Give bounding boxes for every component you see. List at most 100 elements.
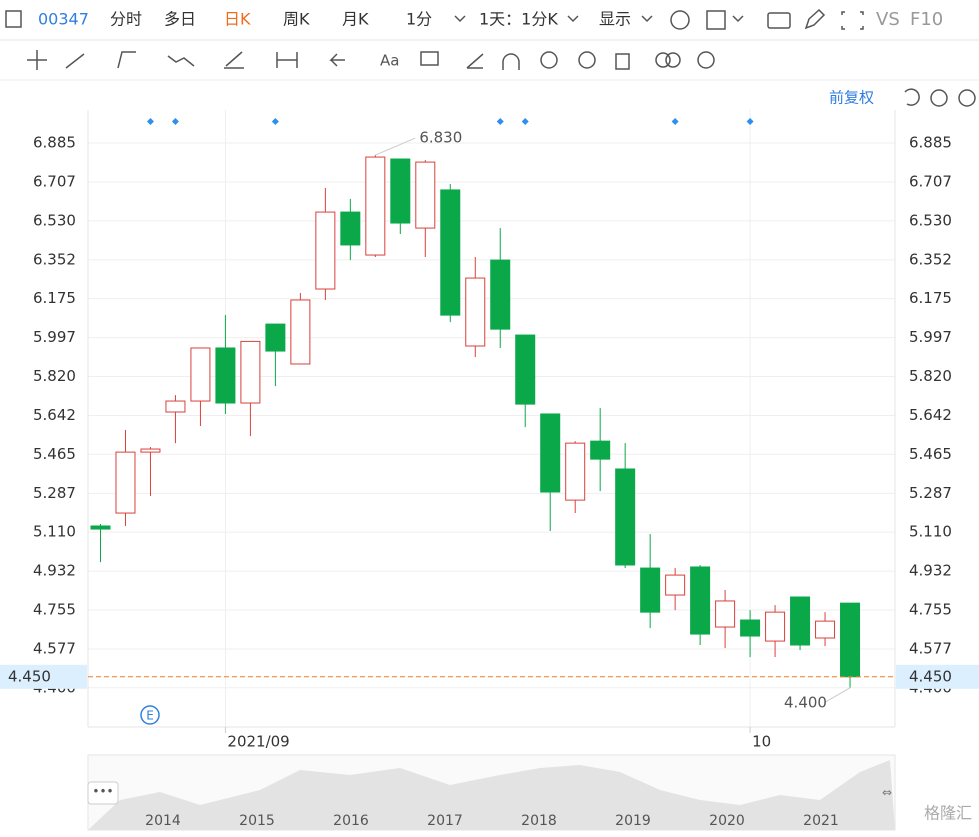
event-marker[interactable] bbox=[496, 118, 504, 125]
polyline-tool[interactable] bbox=[117, 51, 136, 69]
f10-button[interactable]: F10 bbox=[910, 9, 943, 30]
compare-tool[interactable] bbox=[655, 52, 671, 68]
event-marker[interactable] bbox=[146, 118, 154, 125]
tab[interactable]: 周K bbox=[283, 10, 310, 29]
candle-body bbox=[315, 211, 336, 290]
candle-body bbox=[240, 340, 261, 404]
wave-tool[interactable] bbox=[167, 55, 195, 67]
y-tick-label-right: 6.530 bbox=[909, 211, 952, 229]
tab[interactable]: 分时 bbox=[110, 10, 142, 29]
event-icon[interactable] bbox=[140, 705, 160, 725]
range-tool[interactable] bbox=[276, 52, 298, 68]
y-tick-label-right: 5.110 bbox=[909, 523, 952, 541]
y-tick-label-right: 5.997 bbox=[909, 328, 952, 346]
y-tick-label: 6.707 bbox=[33, 173, 76, 191]
event-marker[interactable] bbox=[271, 118, 279, 125]
y-tick-label-right: 6.352 bbox=[909, 250, 952, 268]
watermark: 格隆汇 bbox=[924, 804, 972, 823]
move-tool[interactable] bbox=[27, 50, 47, 70]
y-tick-label: 6.530 bbox=[33, 211, 76, 229]
candle-body bbox=[740, 619, 761, 637]
y-tick-label-right: 4.577 bbox=[909, 639, 952, 657]
magnet-tool[interactable] bbox=[502, 53, 520, 70]
lock-tool[interactable] bbox=[540, 51, 558, 69]
y-tick-label-right: 6.707 bbox=[909, 173, 952, 191]
candle-body bbox=[765, 611, 786, 642]
dropdown-icon bbox=[454, 15, 466, 23]
candle-body bbox=[590, 440, 611, 460]
interval[interactable]: 1分 bbox=[406, 10, 432, 29]
candle-body bbox=[140, 448, 161, 453]
y-tick-label: 6.885 bbox=[33, 134, 76, 152]
y-tick-label: 4.755 bbox=[33, 600, 76, 618]
angle-tool[interactable] bbox=[466, 53, 484, 69]
candle-body bbox=[265, 323, 286, 352]
annotation: 4.400 bbox=[784, 693, 827, 711]
y-tick-label: 6.175 bbox=[33, 289, 76, 307]
note-tool[interactable] bbox=[420, 51, 439, 66]
y-tick-label: 5.287 bbox=[33, 484, 76, 502]
vs-button[interactable]: VS bbox=[876, 9, 900, 30]
range[interactable]: 1天：1分K bbox=[479, 10, 558, 29]
tab[interactable]: 月K bbox=[342, 10, 369, 29]
y-tick-label: 5.465 bbox=[33, 445, 76, 463]
candle-body bbox=[490, 259, 511, 330]
stock-code[interactable]: 00347 bbox=[38, 10, 89, 29]
fib-tool[interactable] bbox=[224, 51, 244, 69]
tab[interactable]: 日K bbox=[224, 10, 251, 29]
navigator-area bbox=[88, 760, 895, 830]
settings-tool[interactable] bbox=[697, 51, 715, 69]
candle-body bbox=[790, 596, 811, 646]
tab[interactable]: 多日 bbox=[164, 10, 196, 29]
y-tick-label: 6.352 bbox=[33, 250, 76, 268]
candle-body bbox=[665, 574, 686, 596]
x-tick-label: 10 bbox=[752, 733, 771, 751]
navigator-year: 2020 bbox=[709, 813, 745, 829]
dropdown-icon bbox=[567, 15, 579, 23]
navigator-year: 2021 bbox=[803, 813, 839, 829]
event-marker[interactable] bbox=[521, 118, 529, 125]
event-icon-label: E bbox=[146, 709, 154, 723]
delete-tool[interactable] bbox=[615, 53, 630, 70]
compare-tool[interactable] bbox=[665, 52, 681, 68]
color-icon[interactable] bbox=[706, 10, 726, 30]
navigator-resize[interactable]: ⇔ bbox=[882, 786, 892, 800]
y-tick-label-right: 6.885 bbox=[909, 134, 952, 152]
display[interactable]: 显示 bbox=[599, 10, 631, 29]
annotation: 6.830 bbox=[419, 129, 462, 147]
line-tool[interactable] bbox=[65, 53, 85, 69]
reset-icon[interactable] bbox=[904, 88, 920, 106]
navigator-handle[interactable] bbox=[87, 781, 119, 805]
pen-icon[interactable] bbox=[804, 8, 826, 30]
annotation-leader bbox=[823, 687, 851, 704]
navigator-year: 2016 bbox=[333, 813, 369, 829]
hide-tool[interactable] bbox=[578, 51, 596, 69]
candle-body bbox=[690, 566, 711, 635]
candle-body bbox=[165, 400, 186, 413]
drawing-tools: Aa bbox=[27, 50, 715, 70]
sidebar-toggle[interactable] bbox=[5, 10, 22, 28]
zoom-out[interactable] bbox=[930, 89, 948, 107]
event-marker[interactable] bbox=[671, 118, 679, 125]
candle-body bbox=[115, 451, 136, 514]
candle-body bbox=[565, 442, 586, 501]
adjust-button[interactable]: 前复权 bbox=[829, 89, 874, 107]
event-marker[interactable] bbox=[746, 118, 754, 125]
candle-body bbox=[415, 161, 436, 229]
y-tick-label-right: 5.820 bbox=[909, 367, 952, 385]
zoom-in[interactable] bbox=[958, 89, 976, 107]
candle-body bbox=[290, 299, 311, 365]
fullscreen-icon[interactable] bbox=[841, 11, 864, 30]
y-tick-label-right: 4.755 bbox=[909, 600, 952, 618]
camera-icon[interactable] bbox=[767, 12, 791, 29]
navigator-year: 2014 bbox=[145, 813, 181, 829]
text-tool[interactable]: Aa bbox=[380, 52, 399, 70]
event-marker[interactable] bbox=[171, 118, 179, 125]
settings-icon[interactable] bbox=[670, 10, 690, 30]
arrow-tool[interactable] bbox=[329, 53, 345, 67]
last-price-box bbox=[896, 664, 979, 689]
last-price-label: 4.450 bbox=[8, 667, 51, 685]
annotation-leader bbox=[375, 137, 416, 156]
y-tick-label: 4.577 bbox=[33, 639, 76, 657]
y-tick-label: 5.820 bbox=[33, 367, 76, 385]
